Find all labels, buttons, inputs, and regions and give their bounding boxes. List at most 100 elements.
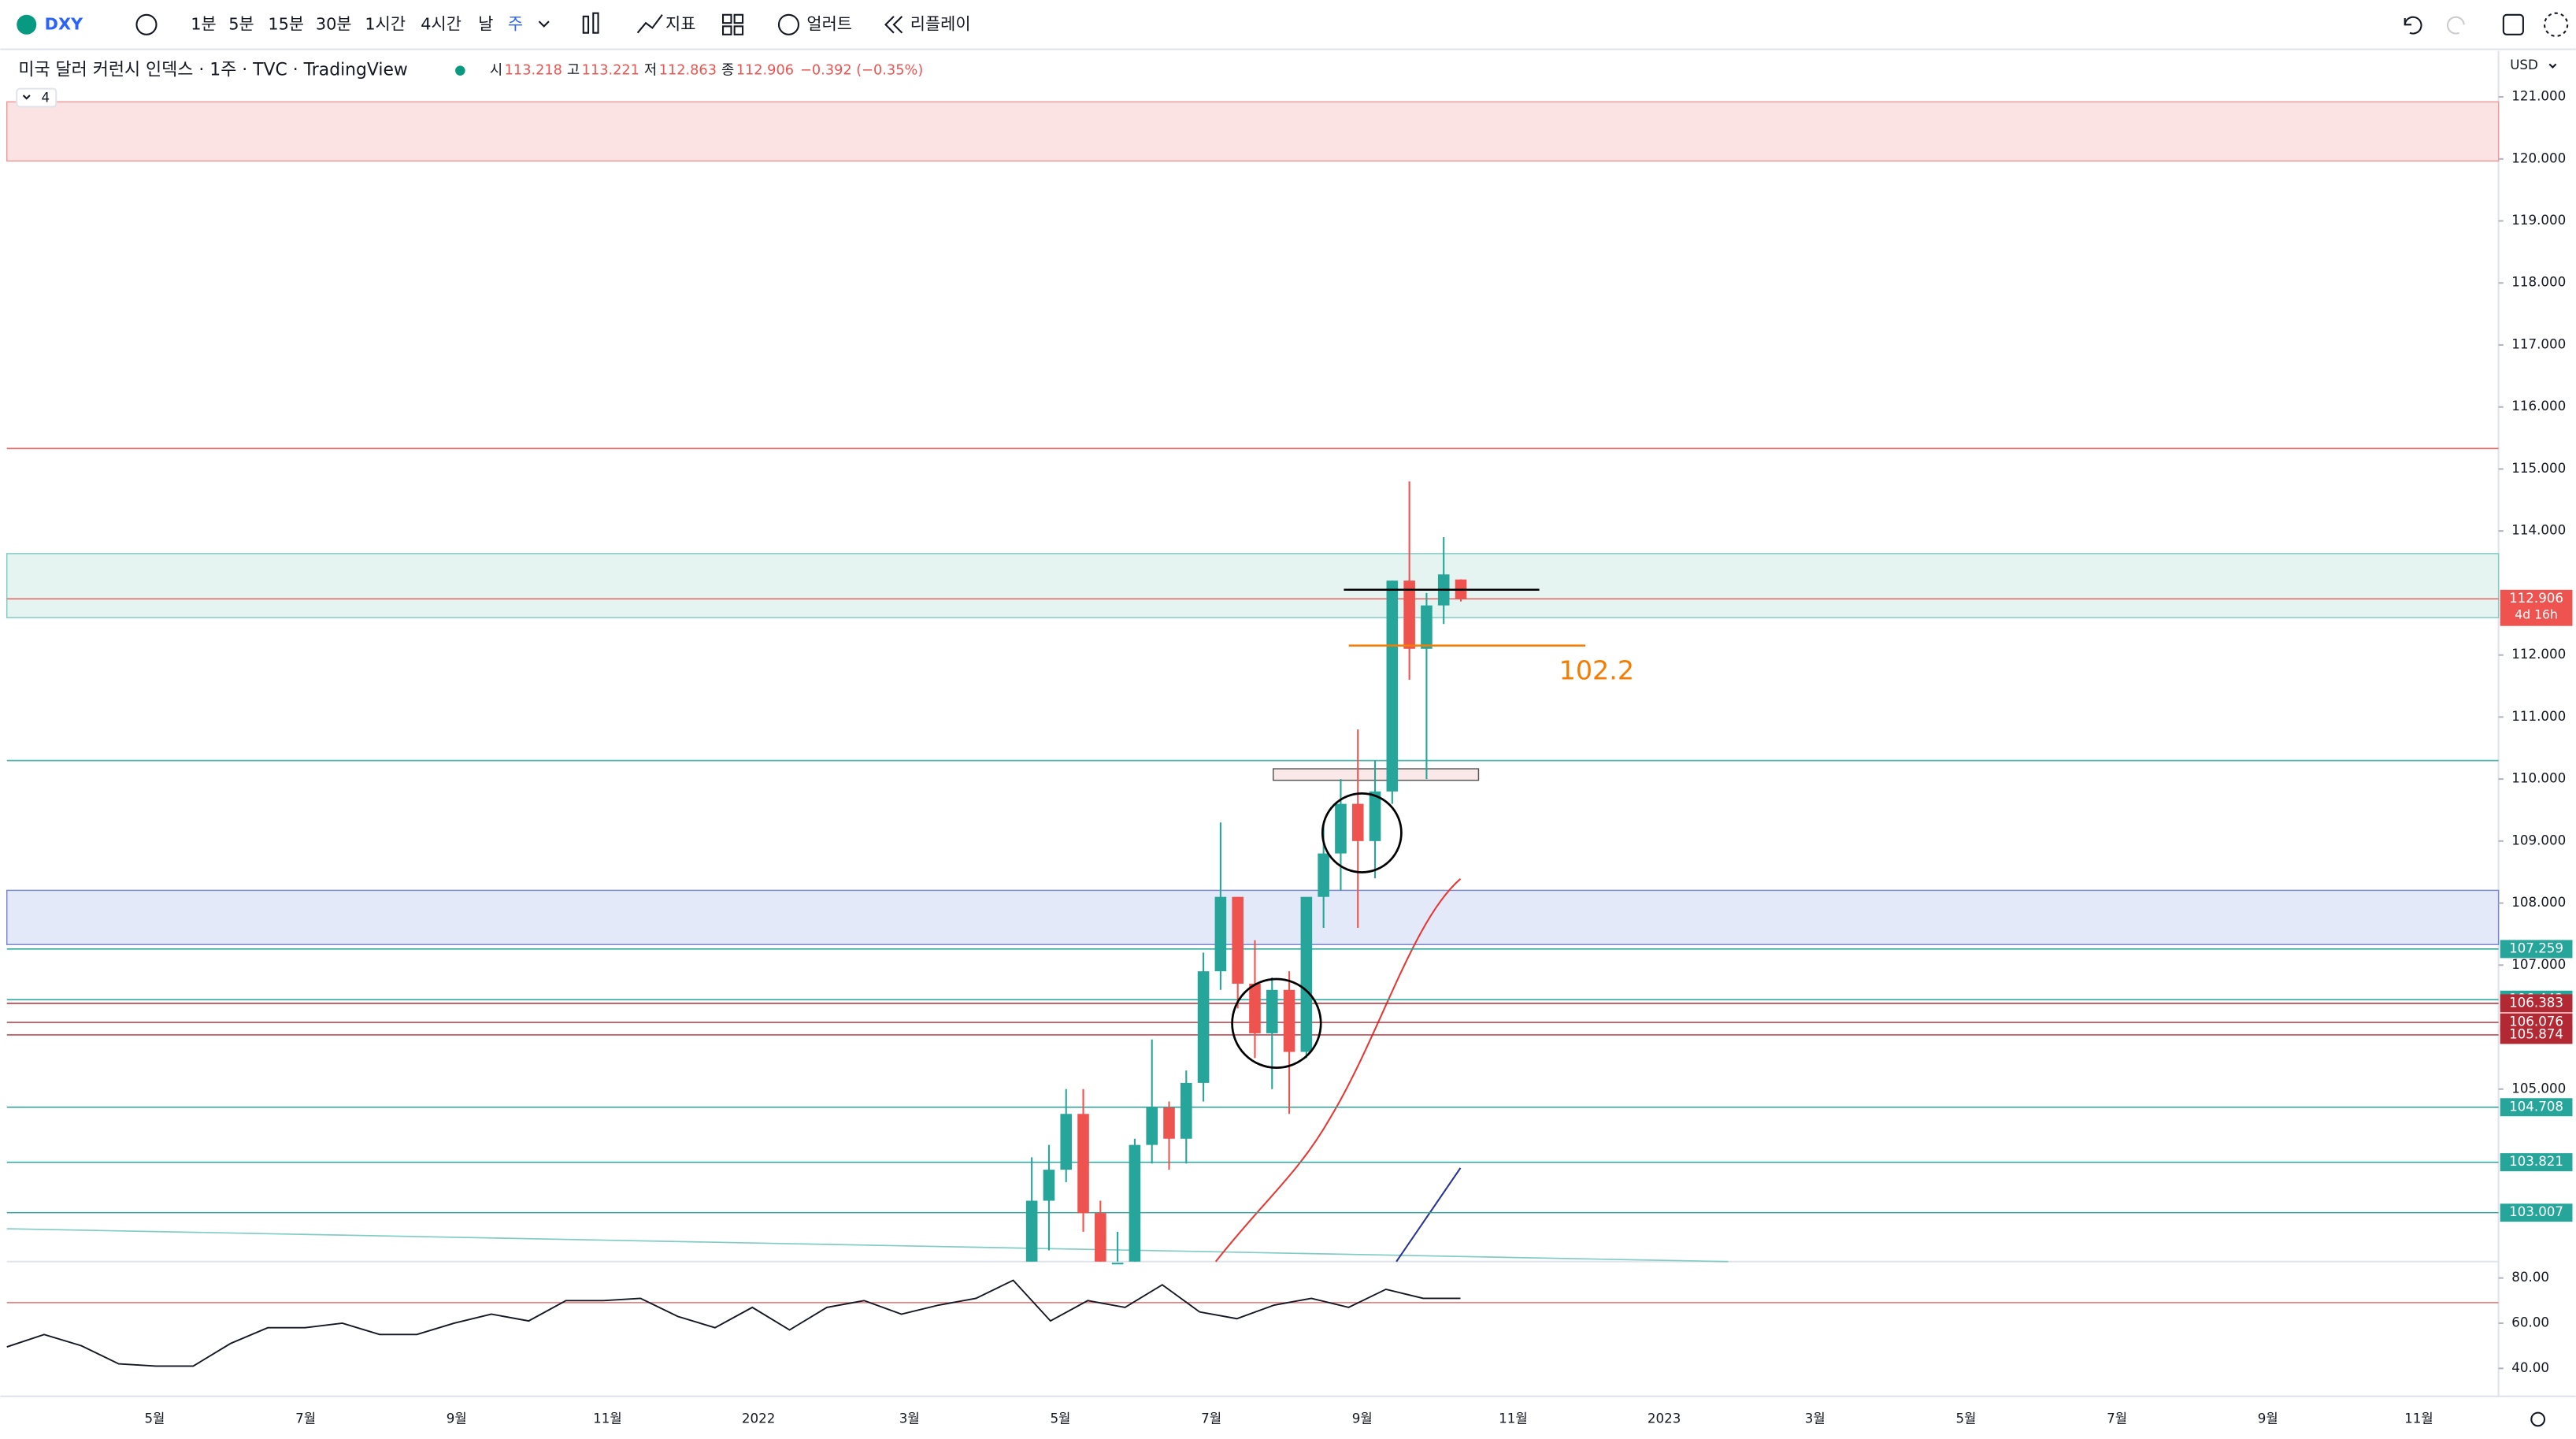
time-label: 11월 bbox=[593, 1411, 622, 1426]
interval[interactable]: 날 bbox=[478, 14, 493, 33]
candle-body bbox=[1025, 1200, 1038, 1262]
price-label: 105.874 bbox=[2509, 1026, 2563, 1041]
candle-body bbox=[1111, 1263, 1124, 1265]
price-tick-label: 121.000 bbox=[2511, 89, 2566, 104]
price-label: 103.007 bbox=[2509, 1204, 2563, 1219]
time-label: 3월 bbox=[899, 1411, 920, 1426]
interval-active[interactable]: 주 bbox=[508, 14, 523, 33]
rsi-tick-label: 40.00 bbox=[2511, 1360, 2549, 1375]
price-tick-label: 118.000 bbox=[2511, 275, 2566, 290]
symbol-icon[interactable] bbox=[17, 14, 37, 35]
fullscreen[interactable] bbox=[2502, 13, 2524, 35]
time-label: 2022 bbox=[742, 1411, 775, 1426]
change: −0.392 (−0.35%) bbox=[800, 63, 923, 79]
trend-line-blue bbox=[1395, 1167, 1462, 1263]
rsi-pane: 80.00 60.00 40.00 bbox=[6, 1270, 2549, 1375]
toolbar: DXY 1분 5분 15분 30분 1시간 4시간 날 주 지표 얼러트 리플레… bbox=[0, 12, 2576, 50]
time-label: 5월 bbox=[1050, 1411, 1070, 1426]
candle-body bbox=[1077, 1114, 1089, 1214]
interval[interactable]: 4시간 bbox=[421, 14, 461, 33]
ohlc-label: 종 bbox=[721, 63, 734, 79]
price-label: 107.259 bbox=[2509, 940, 2563, 955]
legend-bg bbox=[6, 54, 943, 87]
candle-body bbox=[1300, 896, 1313, 1052]
countdown: 4d 16h bbox=[2515, 607, 2558, 622]
price-tick-label: 114.000 bbox=[2511, 523, 2566, 538]
currency-dropdown[interactable] bbox=[2548, 63, 2557, 69]
blue-zone bbox=[6, 889, 2500, 945]
candle-body bbox=[1351, 803, 1364, 841]
interval[interactable]: 1분 bbox=[191, 14, 216, 33]
interval[interactable]: 5분 bbox=[228, 14, 254, 33]
price-label: 104.708 bbox=[2509, 1099, 2563, 1114]
interval[interactable]: 1시간 bbox=[365, 14, 406, 33]
rsi-tick-label: 80.00 bbox=[2511, 1270, 2549, 1285]
chart-type[interactable] bbox=[592, 12, 599, 34]
add-symbol[interactable] bbox=[135, 13, 158, 35]
candle-body bbox=[1403, 580, 1415, 649]
interval[interactable]: 30분 bbox=[316, 14, 352, 33]
levels bbox=[6, 598, 2499, 1214]
snapshot[interactable] bbox=[2543, 12, 2569, 37]
market-status bbox=[455, 65, 465, 76]
support-zone bbox=[6, 553, 2500, 618]
candle-body bbox=[1249, 983, 1261, 1033]
price-tick-label: 108.000 bbox=[2511, 895, 2566, 910]
price-label: 106.076 bbox=[2509, 1014, 2563, 1029]
ohlc-label: 시 bbox=[490, 63, 502, 79]
price-tick-label: 115.000 bbox=[2511, 461, 2566, 476]
candle-body bbox=[1095, 1213, 1106, 1262]
annotation: 102.2 bbox=[1559, 655, 1635, 686]
candle-body bbox=[1163, 1107, 1175, 1139]
symbol[interactable]: DXY bbox=[45, 14, 83, 33]
circle-drawing bbox=[1321, 792, 1403, 873]
currency[interactable]: USD bbox=[2510, 57, 2538, 72]
price-tick-label: 117.000 bbox=[2511, 336, 2566, 351]
collapse-icon[interactable] bbox=[22, 95, 31, 100]
ohlc-value: 113.218 bbox=[505, 63, 562, 79]
price-label: 103.821 bbox=[2509, 1154, 2563, 1169]
alerts[interactable]: 얼러트 bbox=[806, 14, 852, 33]
interval[interactable]: 15분 bbox=[268, 14, 304, 33]
price-label: 112.906 bbox=[2509, 591, 2563, 606]
interval-dropdown[interactable] bbox=[538, 20, 550, 28]
price-label-bg bbox=[2500, 1025, 2573, 1044]
price-tick-label: 120.000 bbox=[2511, 150, 2566, 165]
redo[interactable] bbox=[2446, 16, 2465, 35]
candle-body bbox=[1421, 605, 1433, 649]
candle-body bbox=[1232, 896, 1244, 984]
candle-body bbox=[1335, 803, 1347, 854]
replay[interactable]: 리플레이 bbox=[910, 14, 971, 33]
candle-body bbox=[1129, 1144, 1141, 1262]
undo[interactable] bbox=[2404, 16, 2422, 35]
candle-body bbox=[1146, 1107, 1158, 1145]
layout-icon[interactable] bbox=[722, 25, 732, 35]
time-label: 9월 bbox=[2258, 1411, 2278, 1426]
circle-drawing bbox=[1231, 977, 1322, 1070]
candle-body bbox=[1318, 853, 1329, 897]
candle-body bbox=[1266, 989, 1278, 1033]
time-label: 7월 bbox=[2107, 1411, 2127, 1426]
time-label: 5월 bbox=[1955, 1411, 1976, 1426]
collapse-button[interactable] bbox=[16, 87, 57, 108]
candle-body bbox=[1060, 1114, 1073, 1170]
time-label: 7월 bbox=[295, 1411, 316, 1426]
candle-body bbox=[1369, 791, 1381, 841]
layout-icon[interactable] bbox=[733, 25, 744, 35]
indicators-icon[interactable] bbox=[636, 14, 663, 34]
time-label: 11월 bbox=[2404, 1411, 2433, 1426]
replay-icon[interactable] bbox=[884, 16, 903, 34]
ohlc-label: 고 bbox=[567, 63, 580, 79]
ohlc-label: 저 bbox=[644, 62, 657, 79]
indicators[interactable]: 지표 bbox=[665, 14, 695, 33]
alert-icon[interactable] bbox=[777, 13, 800, 35]
candle-body bbox=[1180, 1082, 1192, 1139]
collapsed-count[interactable]: 4 bbox=[42, 91, 50, 106]
candle-body bbox=[1197, 971, 1210, 1083]
chart-type[interactable] bbox=[582, 15, 590, 34]
settings[interactable] bbox=[2530, 1411, 2546, 1427]
layout-icon[interactable] bbox=[733, 13, 744, 24]
layout-icon[interactable] bbox=[722, 13, 732, 24]
